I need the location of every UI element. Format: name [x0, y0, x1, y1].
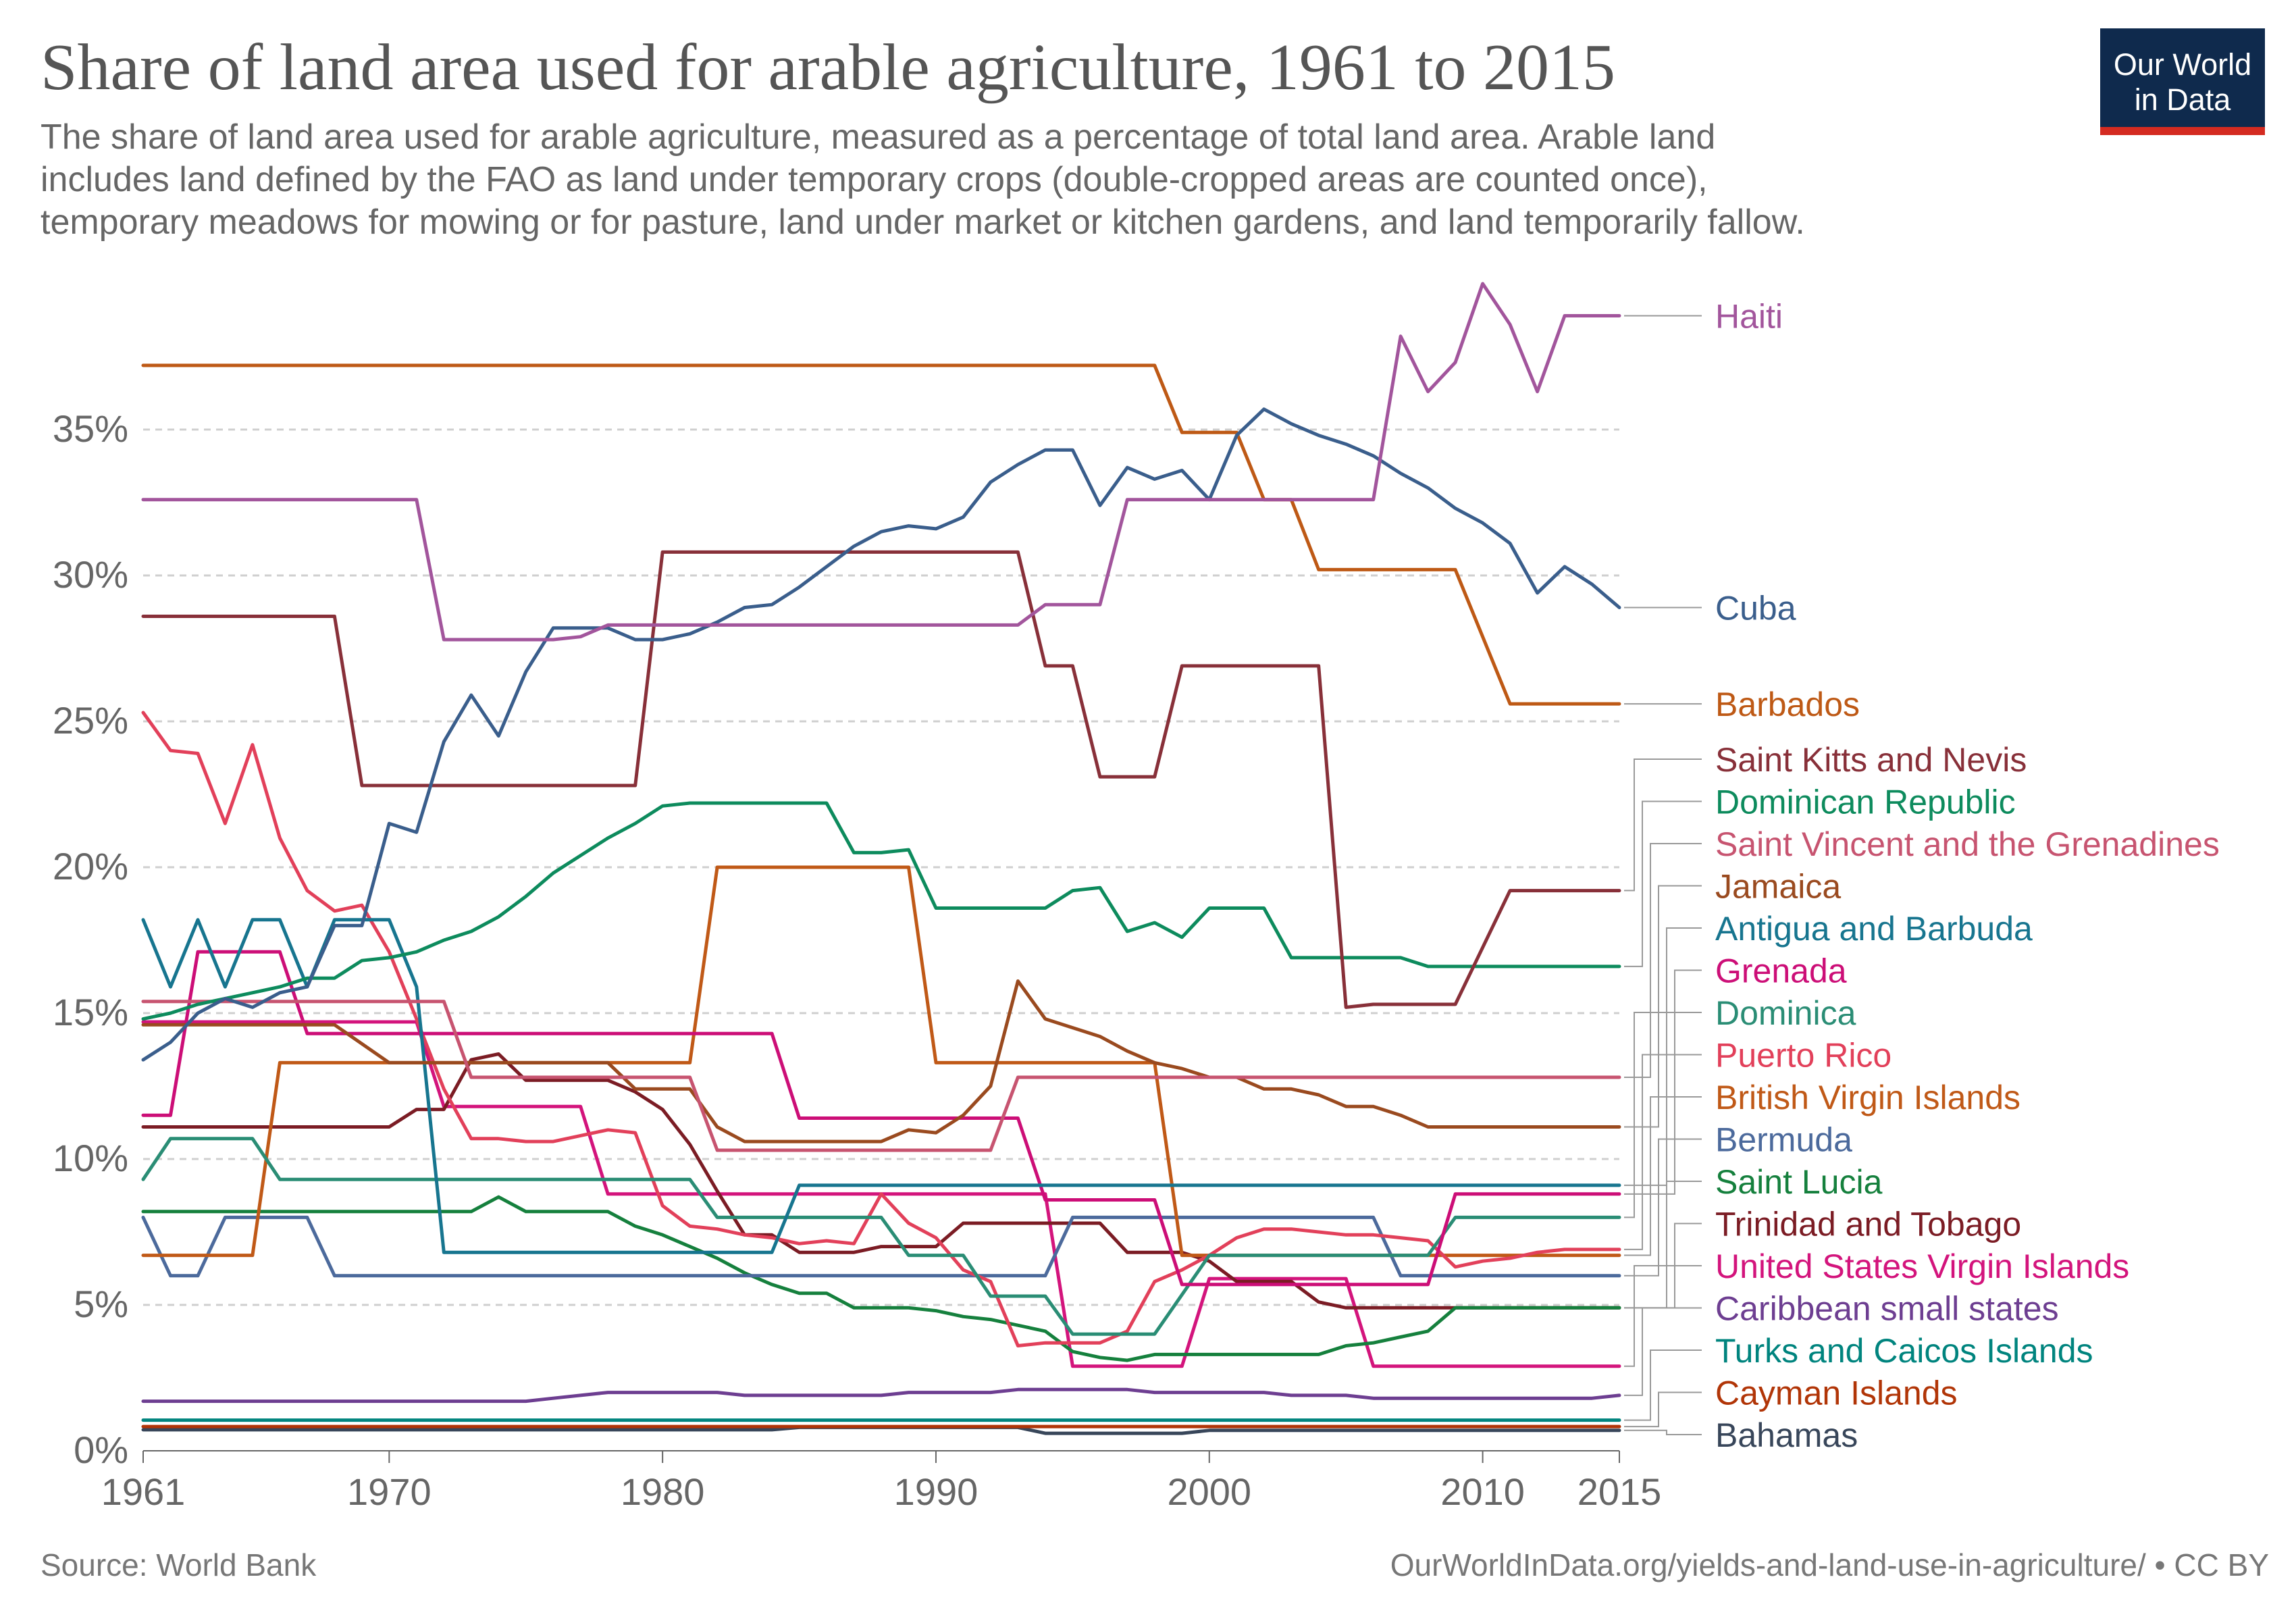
series-line-saint-vincent-and-the-grenadines	[141, 1000, 1621, 1152]
label-leader-line	[1624, 885, 1702, 1128]
series-line-caribbean-small-states	[141, 1387, 1621, 1404]
x-tick-label: 2010	[1440, 1470, 1525, 1513]
series-label: Dominican Republic	[1715, 783, 2016, 821]
series-label: Puerto Rico	[1715, 1037, 1891, 1075]
x-tick-label: 1961	[101, 1470, 186, 1513]
label-leader-line	[1624, 843, 1702, 1079]
series-label: Cayman Islands	[1715, 1374, 1958, 1412]
series-line-saint-kitts-and-nevis	[141, 550, 1621, 1009]
label-leader-line	[1624, 969, 1702, 1195]
series-label: Bahamas	[1715, 1416, 1858, 1454]
series-label: Turks and Caicos Islands	[1715, 1332, 2093, 1370]
series-line-dominica	[141, 1137, 1621, 1336]
series-label: Bermuda	[1715, 1121, 1852, 1159]
series-label: British Virgin Islands	[1715, 1079, 2020, 1116]
subtitle-line: includes land defined by the FAO as land…	[41, 160, 1708, 199]
y-tick-label: 0%	[74, 1429, 128, 1471]
subtitle-line: The share of land area used for arable a…	[41, 118, 1716, 157]
series-label: Saint Vincent and the Grenadines	[1715, 825, 2220, 863]
label-leader-line	[1624, 1096, 1702, 1256]
series-line-bahamas	[141, 1425, 1621, 1435]
label-leader-line	[1624, 1181, 1702, 1309]
y-tick-label: 10%	[53, 1137, 128, 1179]
label-leader-line	[1624, 1012, 1702, 1218]
subtitle-line: temporary meadows for mowing or for past…	[41, 203, 1805, 242]
series-label: United States Virgin Islands	[1715, 1247, 2129, 1285]
source-url[interactable]: OurWorldInData.org/yields-and-land-use-i…	[1390, 1547, 2269, 1583]
series-label: Grenada	[1715, 952, 1847, 990]
series-label: Saint Lucia	[1715, 1163, 1883, 1201]
label-leader-line	[1624, 800, 1702, 967]
series-label: Haiti	[1715, 298, 1783, 336]
y-tick-label: 5%	[74, 1283, 128, 1325]
series-label: Caribbean small states	[1715, 1290, 2059, 1328]
x-tick-label: 1980	[621, 1470, 705, 1513]
series-line-haiti	[141, 282, 1621, 642]
label-leader-line	[1624, 1429, 1702, 1435]
chart-title: Share of land area used for arable agric…	[41, 31, 1616, 104]
series-line-jamaica	[141, 979, 1621, 1143]
series-label: Saint Kitts and Nevis	[1715, 741, 2027, 779]
series-label: Dominica	[1715, 994, 1856, 1032]
y-tick-label: 35%	[53, 407, 128, 450]
series-label: Antigua and Barbuda	[1715, 910, 2033, 948]
series-line-antigua-and-barbuda	[141, 918, 1621, 1254]
series-line-united-states-virgin-islands	[141, 1020, 1621, 1368]
series-line-trinidad-and-tobago	[141, 1052, 1621, 1310]
source-note: Source: World Bank	[41, 1547, 317, 1583]
series-line-saint-lucia	[141, 1195, 1621, 1362]
series-label: Barbados	[1715, 686, 1860, 723]
label-leader-line	[1624, 1054, 1702, 1250]
x-tick-label: 2000	[1167, 1470, 1251, 1513]
series-line-barbados	[141, 363, 1621, 706]
y-tick-label: 30%	[53, 553, 128, 596]
y-tick-label: 25%	[53, 699, 128, 742]
x-tick-label: 1990	[894, 1470, 979, 1513]
y-tick-label: 20%	[53, 845, 128, 887]
label-leader-line	[1624, 758, 1702, 892]
series-line-puerto-rico	[141, 711, 1621, 1347]
label-leader-line	[1624, 1307, 1702, 1396]
series-label: Cuba	[1715, 590, 1796, 627]
owid-logo[interactable]: Our World in Data	[2100, 28, 2265, 135]
label-leader-line	[1624, 1391, 1702, 1428]
series-label: Trinidad and Tobago	[1715, 1206, 2021, 1243]
chart-subtitle: The share of land area used for arable a…	[41, 116, 2053, 244]
label-leader-line	[1624, 1138, 1702, 1277]
logo-line: in Data	[2134, 82, 2231, 117]
x-tick-label: 1970	[347, 1470, 432, 1513]
series-label: Jamaica	[1715, 868, 1841, 906]
label-leader-line	[1624, 927, 1702, 1186]
series-line-cuba	[141, 407, 1621, 1062]
x-tick-label: 2015	[1577, 1470, 1662, 1513]
logo-line: Our World	[2113, 47, 2252, 82]
label-leader-line	[1624, 1349, 1702, 1421]
label-leader-line	[1624, 1265, 1702, 1367]
y-tick-label: 15%	[53, 991, 128, 1033]
